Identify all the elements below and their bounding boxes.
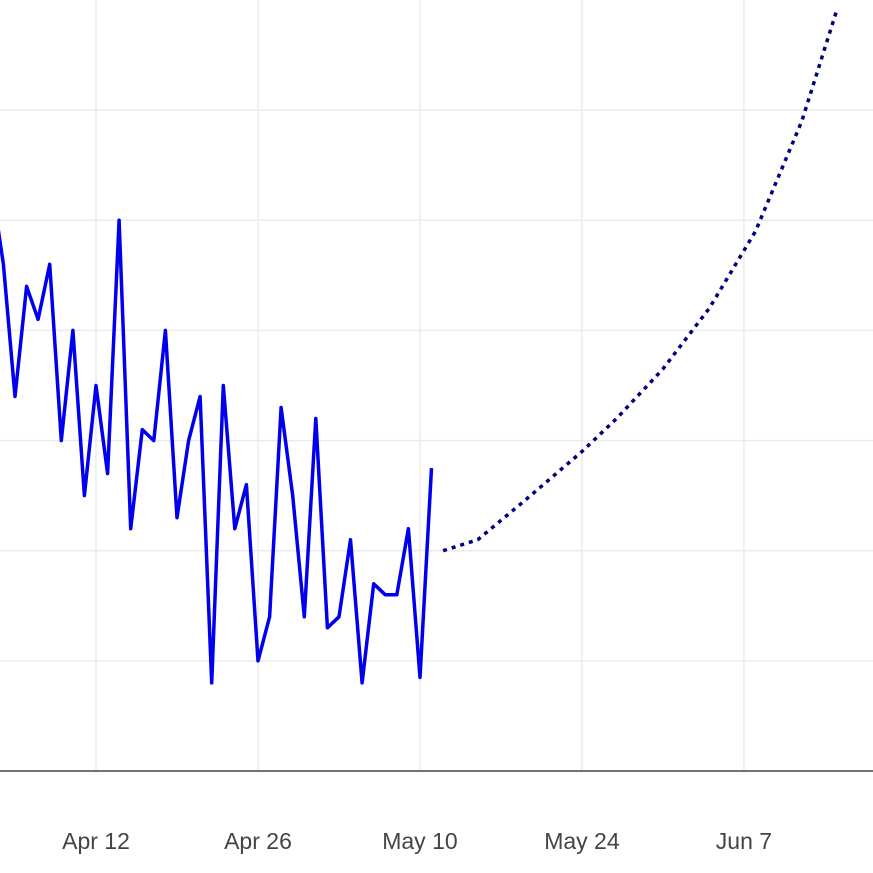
x-tick-label-0: Apr 12 bbox=[62, 828, 130, 854]
x-tick-label-3: May 24 bbox=[544, 828, 620, 854]
series-line-forecast bbox=[442, 10, 839, 553]
x-tick-label-2: May 10 bbox=[382, 828, 457, 854]
x-tick-labels: Apr 12 Apr 26 May 10 May 24 Jun 7 bbox=[62, 828, 772, 854]
series-line-actual bbox=[0, 218, 434, 685]
y-gridlines bbox=[0, 109, 873, 662]
series-layer bbox=[0, 10, 839, 685]
x-tick-label-1: Apr 26 bbox=[224, 828, 292, 854]
x-tick-label-4: Jun 7 bbox=[716, 828, 772, 854]
